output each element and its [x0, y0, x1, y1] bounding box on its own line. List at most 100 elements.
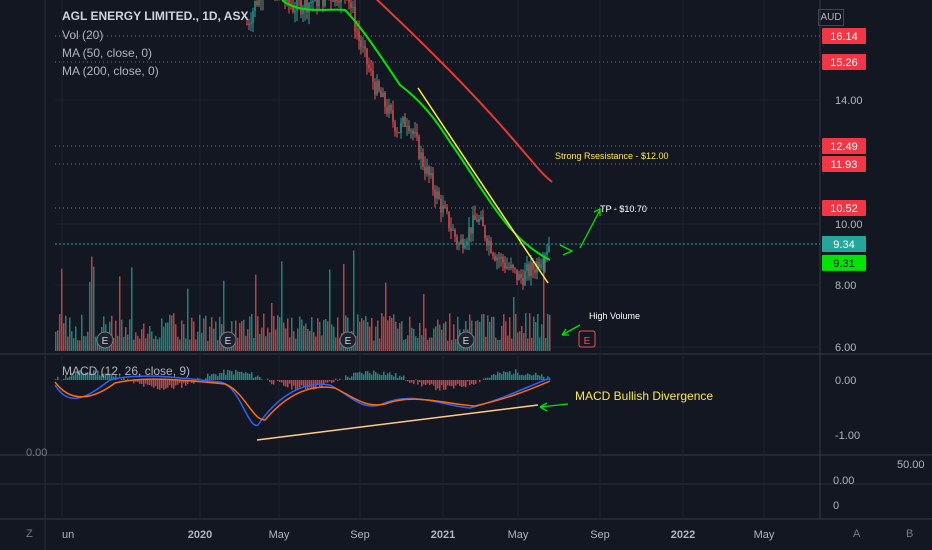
macd-bar — [389, 372, 391, 380]
macd-bar — [195, 380, 197, 381]
candle-body — [428, 166, 430, 176]
volume-bar — [113, 337, 115, 351]
volume-bar — [153, 338, 155, 351]
macd-bar — [347, 376, 349, 380]
macd-bar — [295, 380, 297, 391]
log-scale-button[interactable]: B — [906, 528, 914, 540]
legend-ma200[interactable]: MA (200, close, 0) — [62, 64, 159, 78]
macd-histogram — [55, 369, 551, 391]
macd-bar — [77, 371, 79, 380]
volume-bar — [159, 337, 161, 351]
volume-bar — [311, 317, 313, 351]
legend-ma50[interactable]: MA (50, close, 0) — [62, 46, 153, 60]
macd-bar — [251, 372, 253, 380]
macd-bar — [465, 380, 467, 388]
macd-bar — [217, 376, 219, 380]
volume-bar — [119, 276, 121, 351]
volume-bar — [285, 328, 287, 351]
macd-bar — [369, 373, 371, 380]
macd-bar — [273, 380, 275, 385]
volume-bar — [387, 320, 389, 351]
candle-body — [462, 239, 464, 249]
candle-body — [308, 2, 310, 13]
zoom-button[interactable]: Z — [26, 528, 33, 540]
volume-bar — [209, 326, 211, 351]
price-level-tag — [822, 236, 866, 252]
candle-body — [438, 191, 440, 199]
volume-bar — [385, 282, 387, 351]
volume-bar — [457, 316, 459, 351]
volume-bar — [139, 338, 141, 351]
volume-bar — [453, 324, 455, 351]
macd-bar — [445, 380, 447, 390]
volume-bar — [93, 266, 95, 351]
macd-bar — [173, 380, 175, 389]
volume-bar — [315, 336, 317, 351]
candle-body — [518, 274, 520, 281]
macd-bar — [133, 380, 135, 384]
macd-bar — [253, 377, 255, 380]
candle-body — [434, 189, 436, 199]
candle-body — [514, 267, 516, 270]
macd-bar — [469, 380, 471, 386]
volume-bar — [405, 339, 407, 351]
candle-body — [530, 262, 532, 277]
volume-bar — [299, 316, 301, 351]
volume-bar — [247, 329, 249, 351]
macd-bar — [385, 374, 387, 380]
macd-bar — [395, 372, 397, 380]
lower-pane-tick-label: 0.00 — [833, 475, 854, 487]
macd-bar — [429, 380, 431, 386]
price-level-tag — [822, 54, 866, 70]
volume-bar — [363, 320, 365, 351]
bounce-arrow — [559, 244, 574, 256]
macd-bar — [239, 372, 241, 380]
volume-bar — [217, 340, 219, 351]
time-tick-label: May — [754, 529, 775, 541]
volume-bar — [527, 338, 529, 351]
macd-bar — [267, 378, 269, 380]
macd-bar — [439, 380, 441, 391]
macd-bar — [505, 371, 507, 380]
volume-bar — [129, 319, 131, 351]
candle-body — [306, 0, 308, 13]
macd-bar — [211, 374, 213, 380]
macd-bar — [73, 375, 75, 380]
volume-bar — [477, 320, 479, 351]
macd-bar — [255, 376, 257, 380]
macd-legend[interactable]: MACD (12, 26, close, 9) — [62, 364, 191, 378]
downtrend-line — [417, 87, 549, 284]
macd-bar — [419, 380, 421, 383]
price-level-tag-label: 16.14 — [830, 31, 858, 43]
macd-bar — [223, 369, 225, 380]
earnings-marker — [457, 331, 475, 349]
candle-body — [450, 227, 452, 231]
volume-bar — [489, 321, 491, 351]
candle-body — [442, 205, 444, 213]
currency-badge[interactable]: AUD — [818, 9, 844, 26]
auto-scale-button[interactable]: A — [853, 528, 861, 540]
candle-body — [548, 245, 550, 252]
candle-body — [466, 240, 468, 246]
macd-bar — [277, 380, 279, 381]
volume-bar — [521, 325, 523, 351]
volume-bar — [281, 261, 283, 351]
volume-bar — [523, 333, 525, 351]
volume-bar — [259, 333, 261, 351]
candle-body — [432, 173, 434, 190]
volume-bar — [541, 324, 543, 351]
macd-bar — [359, 371, 361, 380]
volume-bar — [495, 337, 497, 351]
candle-body — [506, 266, 508, 269]
volume-bar — [483, 313, 485, 351]
macd-bar — [549, 378, 551, 380]
price-tick-label: 10.00 — [835, 219, 863, 231]
volume-bar — [539, 337, 541, 351]
candle-body — [388, 105, 390, 114]
volume-bar — [381, 313, 383, 351]
candle-body — [482, 217, 484, 227]
legend-vol[interactable]: Vol (20) — [62, 28, 104, 42]
macd-bar — [447, 380, 449, 386]
macd-bar — [141, 380, 143, 385]
